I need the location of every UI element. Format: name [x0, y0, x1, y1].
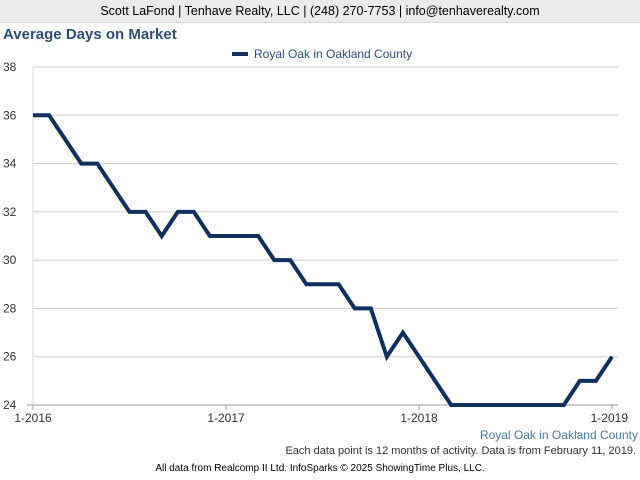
y-tick-label-28: 28 — [3, 301, 17, 315]
x-tick-label-1-2018: 1-2018 — [400, 411, 438, 425]
x-tick-label-1-2016: 1-2016 — [14, 411, 52, 425]
y-tick-label-26: 26 — [3, 350, 17, 364]
contact-header: Scott LaFond | Tenhave Realty, LLC | (24… — [0, 0, 640, 23]
grid-lines — [33, 66, 618, 406]
series-line-0[interactable] — [33, 113, 614, 407]
y-tick-label-34: 34 — [3, 157, 17, 171]
series — [33, 113, 614, 407]
legend-swatch — [232, 52, 248, 56]
axes: 24 26 28 30 32 34 36 38 1-2016 1-2017 1-2018 1-2019 — [3, 60, 628, 425]
y-tick-label-32: 32 — [3, 205, 17, 219]
legend-label: Royal Oak in Oakland County — [254, 47, 413, 61]
legend[interactable]: Royal Oak in Oakland County — [232, 46, 412, 62]
x-tick-label-1-2017: 1-2017 — [207, 411, 245, 425]
contact-text: Scott LaFond | Tenhave Realty, LLC | (24… — [100, 4, 540, 18]
data-note: Each data point is 12 months of activity… — [285, 445, 636, 457]
y-tick-label-24: 24 — [3, 398, 17, 412]
chart-title: Average Days on Market — [3, 26, 177, 43]
y-tick-label-38: 38 — [3, 60, 17, 74]
footer-credit: All data from Realcomp II Ltd. InfoSpark… — [155, 463, 485, 474]
y-tick-label-30: 30 — [3, 253, 17, 267]
region-label: Royal Oak in Oakland County — [479, 428, 638, 442]
x-tick-label-1-2019: 1-2019 — [591, 411, 629, 425]
y-tick-label-36: 36 — [3, 108, 17, 122]
